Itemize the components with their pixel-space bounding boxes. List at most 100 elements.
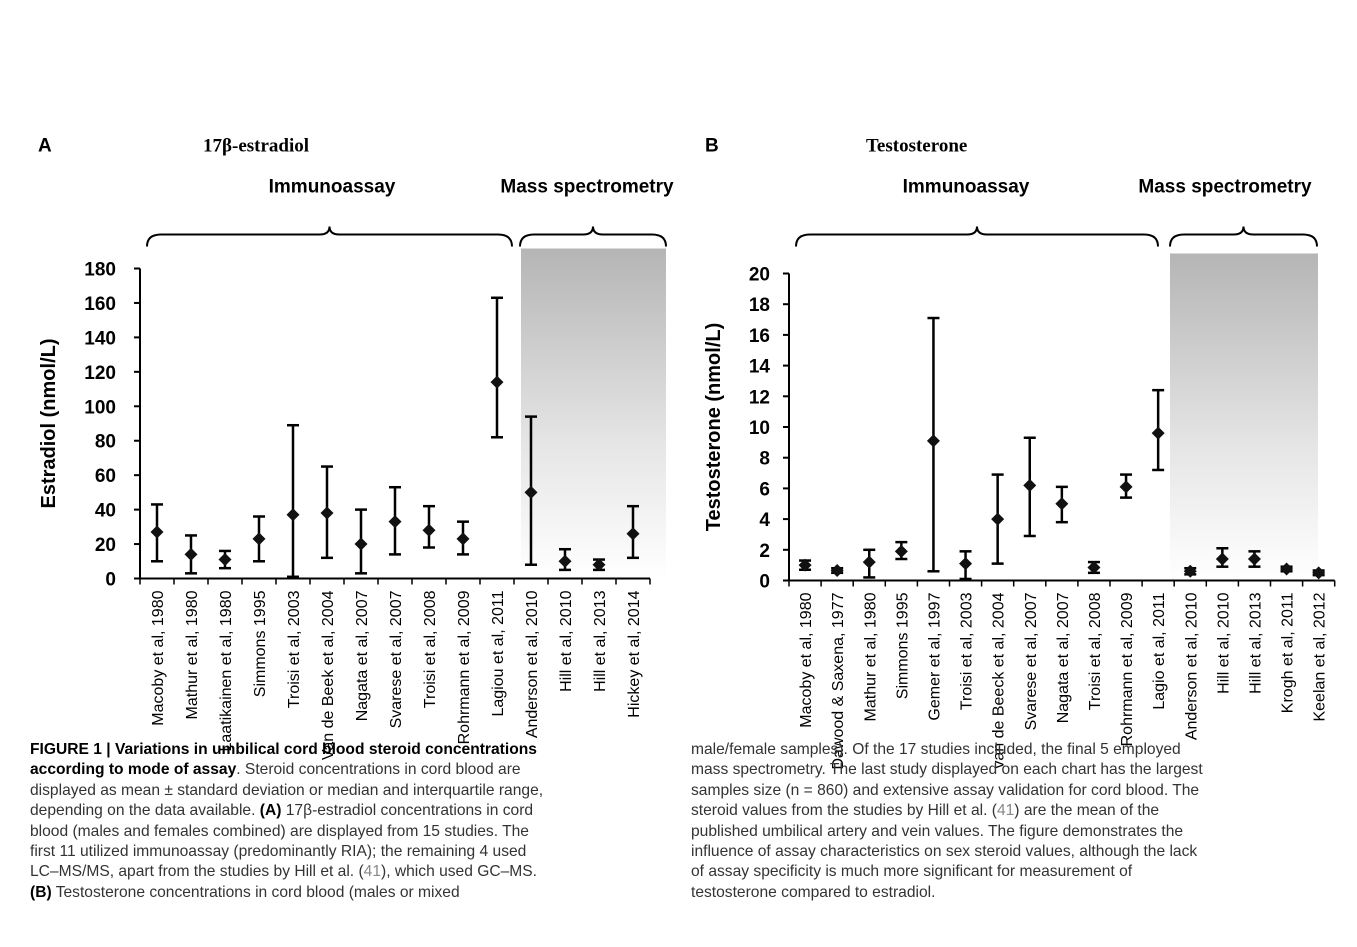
x-category-label: Anderson et al, 2010 <box>524 590 541 738</box>
data-point-diamond <box>862 555 876 569</box>
panel-a-estradiol: A 17β-estradiol Immunoassay Mass spectromet… <box>38 136 674 761</box>
caption-line: of assay specificity is much more signif… <box>691 862 1313 882</box>
caption-text: published umbilical artery and vein valu… <box>691 822 1184 840</box>
reference-link[interactable]: 41 <box>363 863 382 881</box>
data-point-diamond <box>1215 552 1229 566</box>
y-tick-label: 6 <box>759 479 770 500</box>
reference-link[interactable]: 41 <box>996 802 1015 820</box>
x-category-label: Simmons 1995 <box>252 590 269 697</box>
data-point-diamond <box>830 564 844 578</box>
x-category-label: Keelan et al, 2012 <box>1312 592 1329 721</box>
data-point-diamond <box>558 554 572 568</box>
data-point-diamond <box>926 434 940 448</box>
caption-text: (A) <box>259 802 282 820</box>
caption-text: . Steroid concentrations in cord blood a… <box>236 761 521 779</box>
mass-spectrometry-shading <box>1170 253 1318 581</box>
data-point-diamond <box>1183 564 1197 578</box>
y-tick-label: 20 <box>95 535 116 556</box>
caption-line: LC–MS/MS, apart from the studies by Hill… <box>30 862 652 882</box>
x-category-label: Mathur et al, 1980 <box>862 592 879 721</box>
data-point-diamond <box>1280 562 1294 576</box>
y-tick-label: 100 <box>84 397 116 418</box>
x-category-label: Laatikainen et al, 1980 <box>218 590 235 751</box>
group-brace <box>146 226 513 247</box>
caption-line: steroid values from the studies by Hill … <box>691 801 1313 821</box>
caption-text: displayed as mean ± standard deviation o… <box>30 781 544 799</box>
y-tick-label: 2 <box>759 541 770 562</box>
group-brace <box>1169 226 1318 247</box>
caption-line: first 11 utilized immunoassay (predomina… <box>30 842 652 862</box>
panel-letter: A <box>38 136 52 157</box>
caption-line: male/female samples). Of the 17 studies … <box>691 740 1313 760</box>
x-category-label: Hill et al, 2013 <box>1247 592 1264 693</box>
x-category-label: Svarese et al, 2007 <box>388 590 405 728</box>
caption-text: (B) <box>30 883 52 901</box>
y-tick-label: 160 <box>84 294 116 315</box>
x-category-label: Macoby et al, 1980 <box>150 590 167 725</box>
y-tick-label: 12 <box>749 387 770 408</box>
caption-text: LC–MS/MS, apart from the studies by Hill… <box>30 863 364 881</box>
x-category-label: Rohrmann et al, 2009 <box>1119 592 1136 746</box>
data-point-diamond <box>1247 552 1261 566</box>
x-category-label: Hill et al, 2010 <box>558 590 575 691</box>
panel-title: Testosterone <box>866 136 967 157</box>
x-category-label: Hickey et al, 2014 <box>626 590 643 717</box>
caption-right-column: male/female samples). Of the 17 studies … <box>691 740 1313 903</box>
y-tick-label: 40 <box>95 501 116 522</box>
x-category-label: Troisi et al, 2003 <box>286 590 303 708</box>
caption-line: depending on the data available. (A) 17β… <box>30 801 652 821</box>
y-tick-label: 16 <box>749 326 770 347</box>
group-label: Immunoassay <box>903 177 1030 198</box>
caption-text: ) are the mean of the <box>1014 802 1160 820</box>
y-tick-label: 20 <box>749 265 770 286</box>
x-category-label: Mathur et al, 1980 <box>184 590 201 719</box>
y-tick-label: 10 <box>749 418 770 439</box>
x-category-label: Krogh et al, 2011 <box>1280 592 1297 713</box>
caption-text: FIGURE 1 | Variations in umbilical cord … <box>30 741 537 758</box>
data-point-diamond <box>150 525 164 539</box>
data-point-diamond <box>1023 478 1037 492</box>
panel-letter: B <box>705 136 719 157</box>
data-point-diamond <box>1151 426 1165 440</box>
data-point-diamond <box>592 558 606 572</box>
x-category-label: Nagata et al, 2007 <box>354 590 371 721</box>
caption-text: male/female samples). Of the 17 studies … <box>691 741 1181 758</box>
caption-text: Testosterone concentrations in cord bloo… <box>51 883 460 901</box>
mass-spectrometry-shading <box>521 248 666 579</box>
x-category-label: Hill et al, 2010 <box>1215 592 1232 693</box>
x-category-label: Dawood & Saxena, 1977 <box>830 592 847 769</box>
group-brace <box>795 226 1159 247</box>
caption-line: mass spectrometry. The last study displa… <box>691 760 1313 780</box>
caption-line: displayed as mean ± standard deviation o… <box>30 781 652 801</box>
caption-line: blood (males and females combined) are d… <box>30 822 652 842</box>
caption-text: according to mode of assay <box>30 761 237 779</box>
y-tick-label: 80 <box>95 432 116 453</box>
caption-text: mass spectrometry. The last study displa… <box>691 761 1203 779</box>
data-point-diamond <box>524 485 538 499</box>
caption-line: FIGURE 1 | Variations in umbilical cord … <box>30 740 652 760</box>
caption-text: first 11 utilized immunoassay (predomina… <box>30 843 527 861</box>
x-category-label: Lagio et al, 2011 <box>1151 592 1168 709</box>
x-category-label: Troisi et al, 2008 <box>422 590 439 708</box>
caption-text: steroid values from the studies by Hill … <box>691 802 997 820</box>
x-category-label: van de Beeck et al, 2004 <box>991 592 1008 768</box>
data-point-diamond <box>286 508 300 522</box>
group-label: Mass spectrometry <box>500 177 674 198</box>
data-point-diamond <box>354 537 368 551</box>
caption-line: published umbilical artery and vein valu… <box>691 822 1313 842</box>
group-label: Mass spectrometry <box>1138 177 1312 198</box>
panel-title: 17β-estradiol <box>203 136 309 157</box>
data-point-diamond <box>320 506 334 520</box>
y-tick-label: 18 <box>749 295 770 316</box>
x-category-label: Gemer et al, 1997 <box>926 592 943 720</box>
group-brace <box>519 226 667 247</box>
x-category-label: Hill et al, 2013 <box>592 590 609 691</box>
data-point-diamond <box>626 527 640 541</box>
caption-line: according to mode of assay. Steroid conc… <box>30 760 652 780</box>
data-point-diamond <box>1087 560 1101 574</box>
caption-text: testosterone compared to estradiol. <box>691 883 936 901</box>
x-category-label: Svarese et al, 2007 <box>1023 592 1040 730</box>
caption-line: samples size (n = 860) and extensive ass… <box>691 781 1313 801</box>
y-tick-label: 8 <box>759 449 770 470</box>
